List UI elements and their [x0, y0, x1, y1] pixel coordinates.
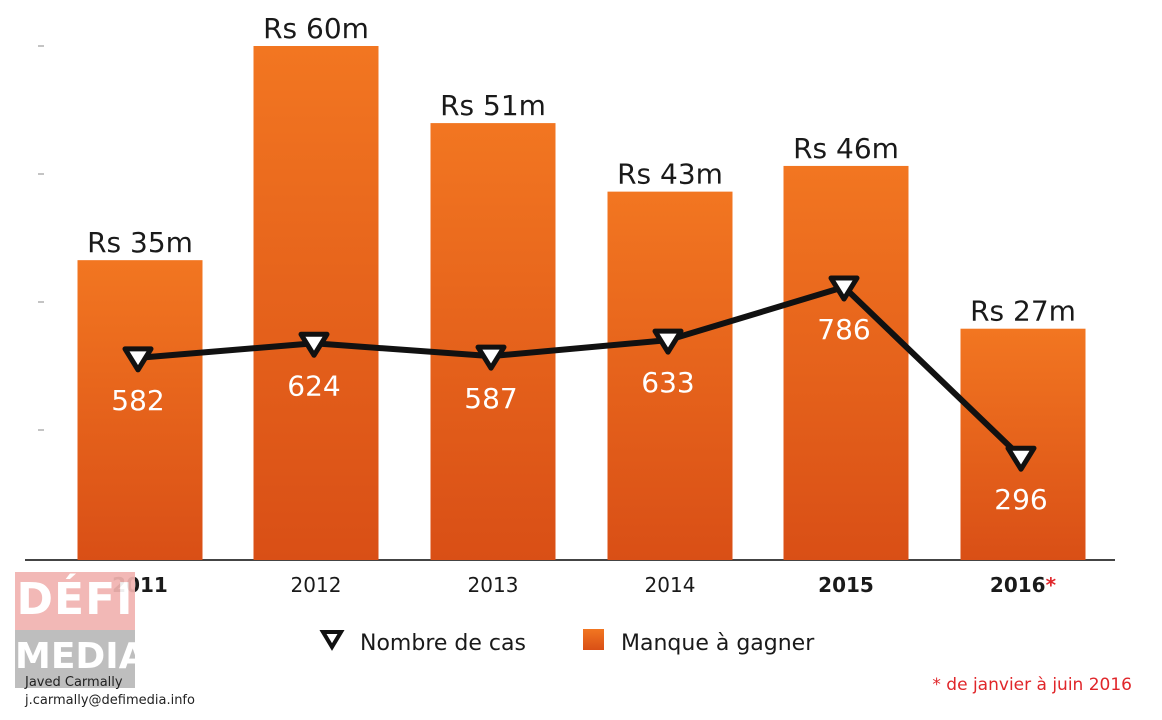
- logo-bottom-text: MEDIA: [15, 636, 147, 677]
- x-tick-label: 2014: [645, 573, 696, 597]
- bar-value-label: Rs 27m: [970, 295, 1076, 328]
- cases-marker: [298, 331, 330, 358]
- legend-triangle-icon: [319, 630, 345, 651]
- bar-value-label: Rs 51m: [440, 89, 546, 122]
- cases-line: [122, 275, 1037, 472]
- bar-value-label: Rs 60m: [263, 12, 369, 45]
- bar: [783, 165, 909, 560]
- x-tick-label: 2012: [291, 573, 342, 597]
- bar-value-label: Rs 43m: [617, 158, 723, 191]
- cases-polyline: [137, 284, 1024, 460]
- bar-value-label: Rs 35m: [87, 226, 193, 259]
- bar: [430, 123, 556, 560]
- bar: [607, 191, 733, 560]
- cases-marker: [828, 275, 860, 302]
- footnote: * de janvier à juin 2016: [932, 675, 1132, 695]
- y-axis-ticks: [25, 45, 1115, 561]
- legend-label-bars: Manque à gagner: [621, 631, 815, 656]
- bar: [960, 328, 1086, 560]
- legend-swatch-bars: [583, 629, 604, 650]
- cases-marker: [652, 328, 684, 355]
- author-email: j.carmally@defimedia.info: [25, 693, 195, 708]
- cases-value-label: 582: [111, 384, 164, 417]
- legend: Nombre de cas Manque à gagner: [319, 629, 815, 656]
- x-tick-label: 2016*: [990, 573, 1057, 597]
- defi-media-logo: DÉFI MEDIA: [15, 572, 147, 688]
- cases-marker: [1005, 445, 1037, 472]
- cases-value-label: 587: [464, 382, 517, 415]
- author-name: Javed Carmally: [25, 675, 123, 690]
- cases-value-label: 624: [287, 369, 340, 402]
- bar: [77, 260, 203, 560]
- legend-label-cases: Nombre de cas: [360, 631, 526, 656]
- logo-top-text: DÉFI: [16, 574, 134, 625]
- cases-value-label: 633: [641, 366, 694, 399]
- cases-marker: [122, 346, 154, 373]
- author-credit: Javed Carmally j.carmally@defimedia.info: [25, 674, 195, 710]
- bars: [77, 46, 1086, 560]
- x-tick-label: 2013: [468, 573, 519, 597]
- bar: [253, 46, 379, 560]
- cases-value-label: 786: [817, 313, 870, 346]
- x-tick-label: 2015: [818, 573, 874, 597]
- bar-value-label: Rs 46m: [793, 132, 899, 165]
- cases-value-label: 296: [994, 483, 1047, 516]
- cases-marker: [475, 344, 507, 371]
